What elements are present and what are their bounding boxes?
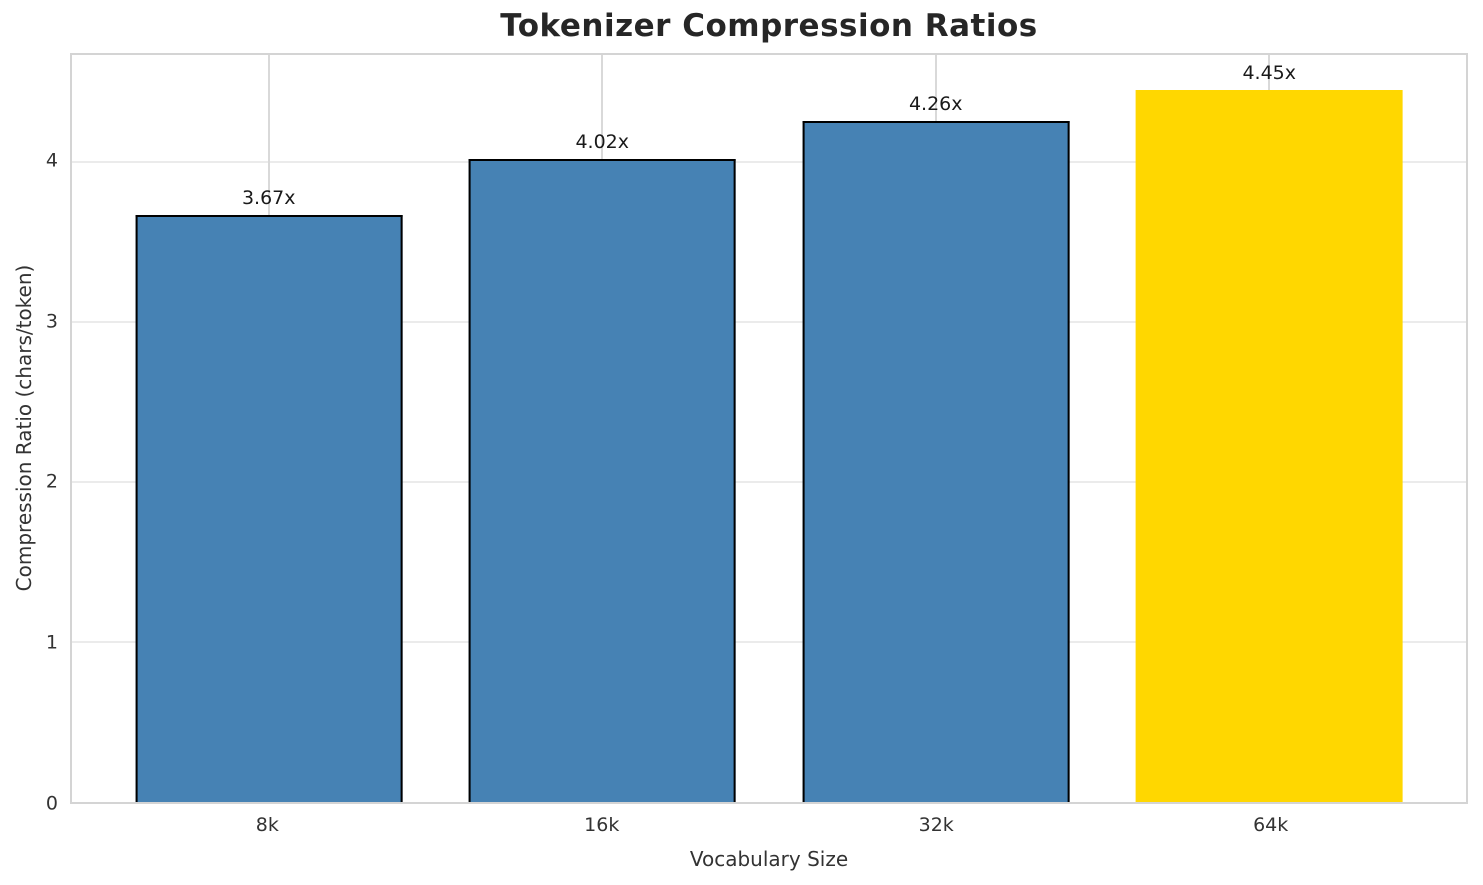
horizontal-gridline	[72, 321, 1466, 324]
plot-area: 3.67x 4.02x 4.26x 4.45x	[70, 53, 1468, 804]
bar-value-label: 4.45x	[1242, 62, 1297, 85]
horizontal-gridline	[72, 161, 1466, 164]
bar-64k	[1135, 90, 1403, 802]
x-tick-label: 64k	[1253, 814, 1289, 836]
y-axis-ticks: 0 1 2 3 4	[0, 53, 58, 813]
y-tick-label: 2	[45, 470, 58, 493]
bar-32k	[802, 120, 1070, 802]
y-tick-label: 0	[45, 792, 58, 815]
horizontal-gridline	[72, 641, 1466, 644]
x-axis-label: Vocabulary Size	[689, 847, 849, 871]
bar-value-label: 4.26x	[908, 92, 963, 115]
y-tick-label: 1	[45, 631, 58, 654]
x-tick-label: 16k	[584, 814, 620, 836]
chart-title: Tokenizer Compression Ratios	[500, 8, 1038, 44]
x-tick-label: 32k	[918, 814, 954, 836]
x-axis-ticks: 8k 16k 32k 64k	[70, 814, 1468, 840]
x-tick-label: 8k	[255, 814, 279, 836]
y-tick-label: 3	[45, 310, 58, 333]
bar-value-label: 3.67x	[241, 186, 296, 209]
y-tick-label: 4	[45, 149, 58, 172]
bar-value-label: 4.02x	[575, 130, 630, 153]
horizontal-gridline	[72, 481, 1466, 484]
bar-16k	[468, 158, 736, 802]
bar-8k	[135, 214, 403, 802]
